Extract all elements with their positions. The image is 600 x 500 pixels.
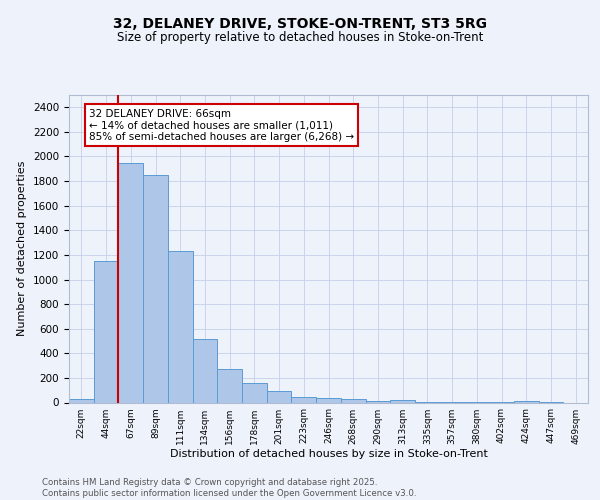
Text: Size of property relative to detached houses in Stoke-on-Trent: Size of property relative to detached ho… (117, 31, 483, 44)
Bar (267, 392, 292, 402)
Bar (143, 175, 168, 402)
Text: Contains HM Land Registry data © Crown copyright and database right 2025.
Contai: Contains HM Land Registry data © Crown c… (42, 478, 416, 498)
Bar (341, 398, 365, 402)
Bar (390, 400, 415, 402)
Bar (193, 338, 217, 402)
Bar (217, 370, 242, 402)
Text: 32 DELANEY DRIVE: 66sqm
← 14% of detached houses are smaller (1,011)
85% of semi: 32 DELANEY DRIVE: 66sqm ← 14% of detache… (89, 108, 354, 142)
Bar (242, 384, 267, 402)
Bar (94, 261, 118, 402)
Bar (168, 251, 193, 402)
Bar (118, 162, 143, 402)
Bar (514, 400, 539, 402)
Bar (69, 400, 94, 402)
Bar (316, 398, 341, 402)
Text: 32, DELANEY DRIVE, STOKE-ON-TRENT, ST3 5RG: 32, DELANEY DRIVE, STOKE-ON-TRENT, ST3 5… (113, 18, 487, 32)
Bar (292, 396, 316, 402)
Y-axis label: Number of detached properties: Number of detached properties (17, 161, 28, 336)
X-axis label: Distribution of detached houses by size in Stoke-on-Trent: Distribution of detached houses by size … (170, 450, 487, 460)
